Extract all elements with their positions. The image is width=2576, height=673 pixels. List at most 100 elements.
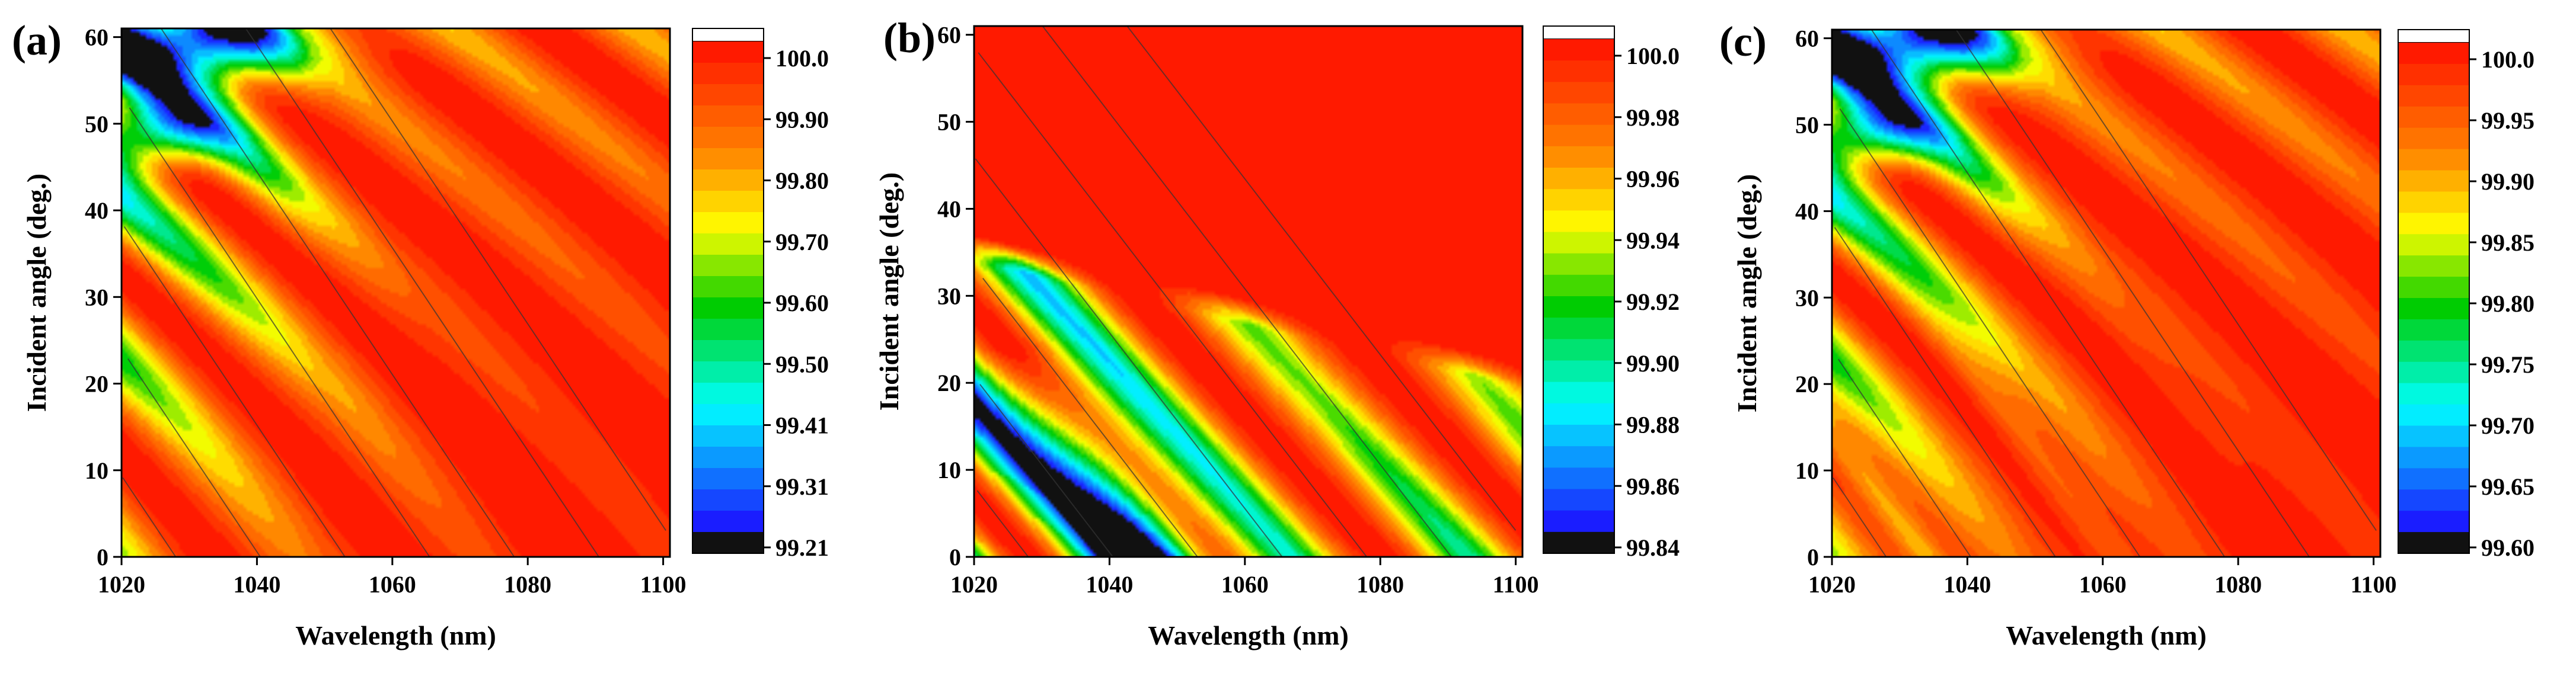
colorbar-band — [2398, 511, 2469, 533]
colorbar-band — [2398, 213, 2469, 235]
colorbar-band — [692, 447, 764, 469]
colorbar-band — [1543, 103, 1614, 126]
colorbar-band — [692, 404, 764, 426]
colorbar-band — [2398, 170, 2469, 193]
colorbar-frame — [1543, 25, 1615, 554]
colorbar-band — [692, 319, 764, 341]
y-tick-label: 40 — [937, 196, 961, 222]
contour-line — [1833, 477, 1887, 557]
colorbar-band — [692, 255, 764, 277]
colorbar-tick-label: 99.21 — [775, 534, 829, 561]
colorbar-frame — [692, 28, 764, 554]
colorbar-tick-label: 99.90 — [775, 106, 829, 133]
contour-line — [1837, 358, 1971, 557]
colorbar-band — [2398, 425, 2469, 448]
x-axis-title: Wavelength (nm) — [2006, 620, 2207, 650]
contour-line — [1042, 25, 1452, 557]
colorbar-band — [1543, 467, 1614, 490]
colorbar-band — [2398, 319, 2469, 341]
colorbar-underflow-cap — [2398, 543, 2469, 553]
colorbar-tick-label: 99.96 — [1626, 166, 1680, 193]
colorbar-band — [692, 489, 764, 511]
x-tick-label: 1040 — [1943, 571, 1991, 598]
plot-frame — [1831, 28, 2382, 558]
contour-line — [982, 277, 1198, 557]
colorbar-band — [692, 468, 764, 490]
colorbar-tick-label: 99.90 — [2481, 168, 2534, 195]
colorbar-band — [1543, 382, 1614, 404]
x-tick-label: 1040 — [1086, 571, 1133, 598]
contour-line — [1839, 108, 2141, 557]
x-tick-label: 1080 — [1356, 571, 1404, 598]
contour-line — [122, 477, 177, 557]
y-tick-label: 40 — [1795, 198, 1819, 225]
plot-frame — [973, 25, 1524, 558]
colorbar-band — [692, 212, 764, 234]
colorbar-tick-label: 99.60 — [775, 290, 829, 316]
colorbar-band — [2398, 361, 2469, 384]
colorbar-band — [2398, 149, 2469, 171]
colorbar-band — [692, 233, 764, 255]
x-tick-label: 1060 — [369, 571, 416, 598]
y-tick-label: 60 — [85, 24, 108, 51]
y-tick-label: 20 — [85, 371, 108, 398]
colorbar-tick-label: 99.60 — [2481, 534, 2534, 561]
colorbar-band — [2398, 340, 2469, 363]
colorbar-band — [1543, 296, 1614, 319]
y-axis-title: Incident angle (deg.) — [1732, 174, 1762, 413]
y-tick-label: 20 — [1795, 371, 1819, 398]
contour-line — [129, 107, 430, 557]
colorbar-band — [692, 340, 764, 362]
colorbar-band — [692, 297, 764, 319]
chart-panel-3: 1020 1040 1060 1080 11000102030405060Wavelen… — [1719, 18, 2534, 650]
colorbar-band — [2398, 127, 2469, 150]
x-tick-label: 1080 — [2214, 571, 2262, 598]
colorbar-band — [1543, 124, 1614, 147]
colorbar-tick-label: 99.70 — [2481, 412, 2534, 439]
heatmap-surface — [122, 28, 670, 557]
colorbar-band — [692, 361, 764, 383]
x-tick-label: 1100 — [1493, 571, 1539, 598]
colorbar-band — [1543, 146, 1614, 168]
colorbar-tick-label: 99.86 — [1626, 473, 1680, 499]
x-axis-title: Wavelength (nm) — [295, 620, 496, 650]
colorbar-band — [2398, 298, 2469, 320]
colorbar-tick-label: 99.94 — [1626, 227, 1680, 254]
colorbar-tick-label: 99.84 — [1626, 534, 1680, 561]
contour-line — [160, 28, 515, 557]
heatmap-surface — [974, 26, 1522, 557]
colorbar-band — [2398, 468, 2469, 491]
colorbar-band — [692, 383, 764, 405]
colorbar-tick-label: 99.50 — [775, 351, 829, 377]
colorbar-tick-label: 100.0 — [775, 45, 829, 72]
colorbar-tick-label: 99.90 — [1626, 350, 1680, 377]
colorbar-tick-label: 99.31 — [775, 473, 829, 500]
x-axis-title: Wavelength (nm) — [1148, 620, 1349, 650]
colorbar-band — [692, 127, 764, 149]
y-tick-label: 50 — [1795, 111, 1819, 138]
colorbar-band — [692, 41, 764, 63]
colorbar-band — [2398, 106, 2469, 129]
colorbar-band — [2398, 85, 2469, 107]
colorbar-band — [1543, 318, 1614, 340]
colorbar-band — [1543, 360, 1614, 383]
colorbar-band — [1543, 39, 1614, 62]
colorbar-tick-label: 99.75 — [2481, 351, 2534, 378]
colorbar-band — [1543, 189, 1614, 211]
y-tick-label: 10 — [1795, 457, 1819, 484]
colorbar-band — [1543, 403, 1614, 425]
colorbar-band — [1543, 274, 1614, 297]
colorbar-band — [1543, 82, 1614, 104]
y-tick-label: 0 — [1807, 544, 1819, 571]
plot-frame — [120, 27, 671, 558]
colorbar-band — [692, 191, 764, 213]
colorbar-tick-label: 99.80 — [2481, 290, 2534, 317]
contour-line — [979, 384, 1113, 557]
colorbar-band — [1543, 210, 1614, 233]
colorbar-band — [1543, 60, 1614, 83]
y-tick-label: 60 — [1795, 25, 1819, 52]
panel-label: (b) — [883, 14, 936, 62]
y-axis-title: Incident angle (deg.) — [874, 172, 904, 411]
colorbar-band — [692, 148, 764, 170]
colorbar-tick-label: 99.92 — [1626, 289, 1680, 315]
